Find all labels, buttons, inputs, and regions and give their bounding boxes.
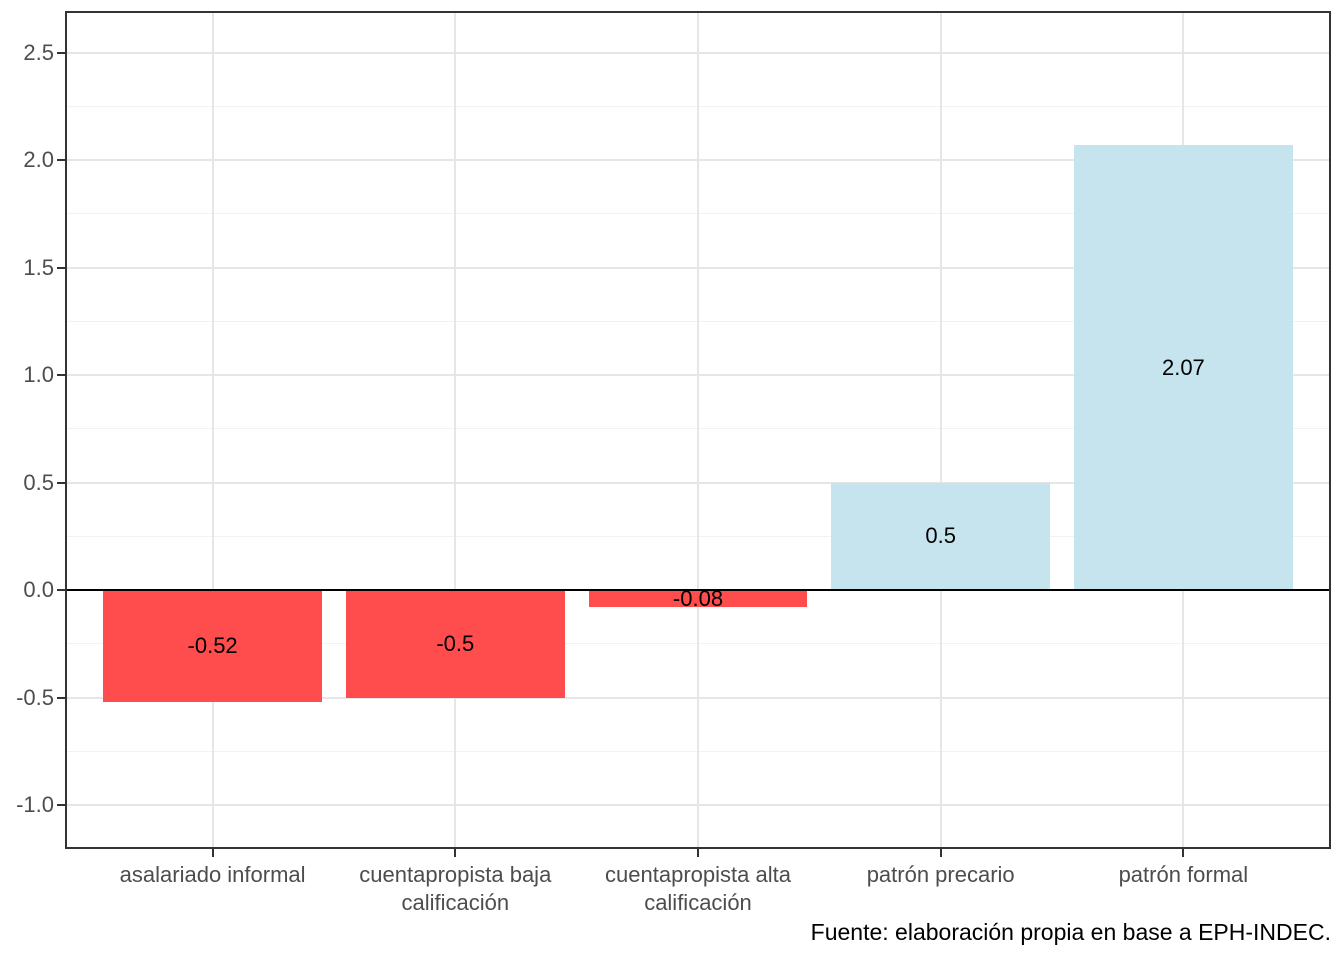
bar — [1074, 145, 1293, 591]
y-axis-tick — [57, 804, 65, 807]
bar — [346, 590, 565, 698]
y-axis-tick — [57, 481, 65, 484]
x-axis-tick-label: patrón formal — [1118, 862, 1249, 887]
plot-panel: -0.52 -0.5 -0.08 0.5 2.07 — [65, 11, 1331, 849]
category-gridline — [697, 13, 699, 847]
x-axis-tick — [697, 849, 699, 857]
x-axis-tick — [939, 849, 942, 857]
category-gridline — [454, 13, 457, 847]
y-axis-tick — [57, 589, 65, 592]
bar-value-label: -0.52 — [187, 632, 238, 658]
bar — [588, 590, 808, 608]
bar — [103, 590, 322, 702]
x-axis-tick-label: patrón precario — [866, 862, 1015, 887]
y-axis-tick-label: 1.0 — [23, 362, 54, 388]
y-axis-tick — [57, 374, 65, 377]
y-axis-tick — [57, 696, 65, 699]
x-axis-tick-label: asalariado informal — [119, 862, 306, 887]
y-axis-tick-label: -0.5 — [16, 684, 54, 710]
y-axis-tick-label: 0.5 — [23, 469, 54, 495]
zero-line — [67, 589, 1329, 592]
y-axis-tick — [57, 159, 65, 162]
bar-value-label: -0.5 — [436, 630, 475, 656]
x-axis-tick — [454, 849, 457, 857]
category-gridline — [211, 13, 214, 847]
y-axis-tick-label: 1.5 — [23, 254, 54, 280]
y-axis-tick-label: 2.0 — [23, 147, 54, 173]
x-axis-tick-label: cuentapropista alta calificación — [605, 862, 791, 915]
y-axis-tick-label: 0.0 — [23, 577, 54, 603]
bar-value-label: 2.07 — [1161, 354, 1205, 380]
x-axis-tick-label: cuentapropista baja calificación — [359, 862, 552, 915]
y-axis-tick — [57, 51, 65, 54]
bar-value-label: -0.08 — [672, 585, 724, 611]
y-axis-tick — [57, 266, 65, 269]
category-gridline — [939, 13, 942, 847]
bar-value-label: 0.5 — [925, 523, 956, 549]
chart-caption: Fuente: elaboración propia en base a EPH… — [810, 919, 1331, 945]
x-axis-tick — [211, 849, 214, 857]
y-axis-tick-label: 2.5 — [23, 39, 54, 65]
y-axis-tick-label: -1.0 — [16, 792, 54, 818]
bar — [831, 482, 1050, 591]
x-axis-tick — [1182, 849, 1185, 857]
